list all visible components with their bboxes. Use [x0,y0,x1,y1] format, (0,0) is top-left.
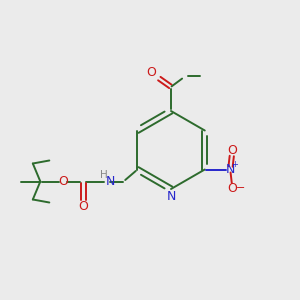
Text: O: O [227,182,237,195]
Text: +: + [232,160,238,169]
Text: N: N [226,163,235,176]
Text: H: H [100,170,108,181]
Text: N: N [166,190,176,203]
Text: O: O [227,144,237,157]
Text: N: N [106,175,115,188]
Text: O: O [58,175,68,188]
Text: O: O [147,65,156,79]
Text: −: − [236,182,245,193]
Text: O: O [78,200,88,213]
